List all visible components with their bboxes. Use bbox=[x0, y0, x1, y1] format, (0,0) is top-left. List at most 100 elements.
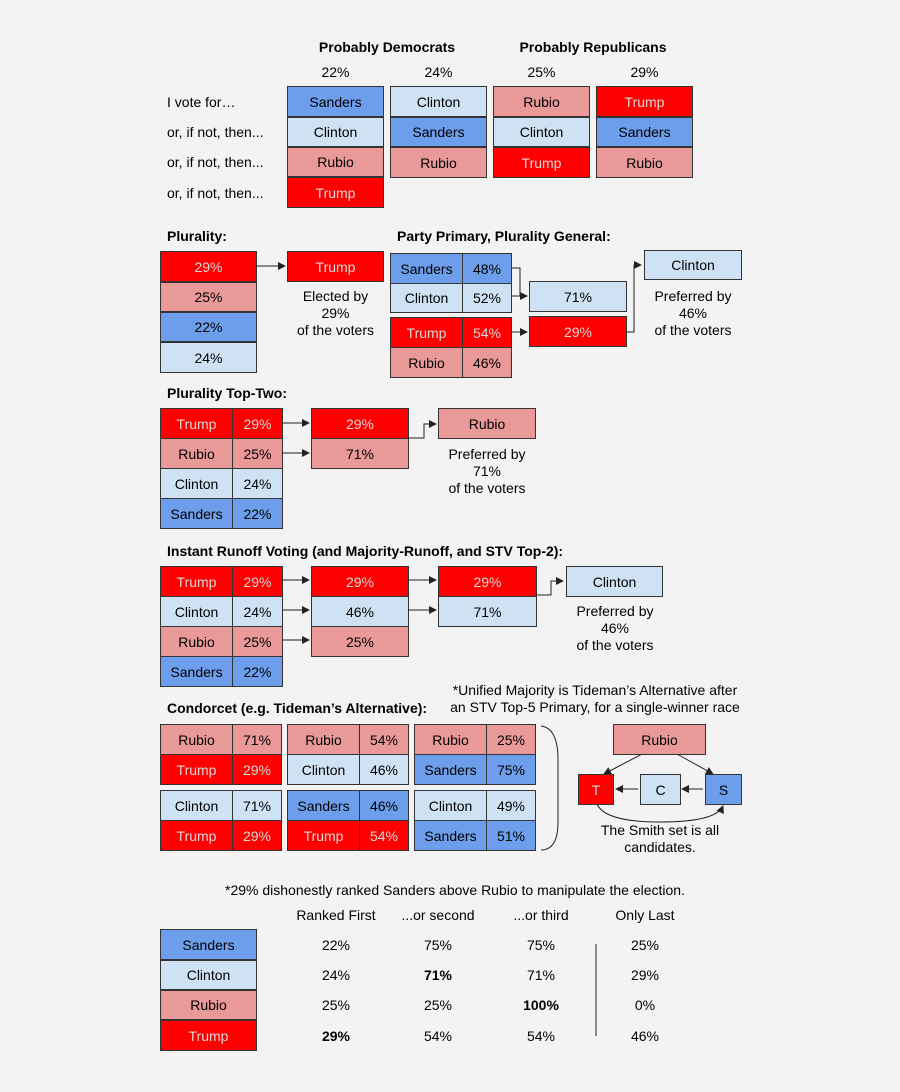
row-label-4: or, if not, then... bbox=[167, 185, 264, 201]
rank-cell: 25% bbox=[321, 997, 351, 1013]
pair-name: Trump bbox=[160, 754, 233, 785]
primary-note: Preferred by bbox=[654, 288, 732, 304]
irv-pct: 22% bbox=[232, 656, 283, 687]
plurality-cell: 29% bbox=[160, 251, 257, 282]
rank-header: ...or second bbox=[401, 907, 475, 923]
row-label-2: or, if not, then... bbox=[167, 124, 264, 140]
irv-round3: 71% bbox=[438, 596, 537, 627]
share-2: 24% bbox=[424, 64, 453, 80]
pref-cell: Trump bbox=[287, 177, 384, 208]
rank-cell: 75% bbox=[526, 937, 556, 953]
pair-name: Trump bbox=[287, 820, 360, 851]
plurality-note: Elected by bbox=[302, 288, 369, 304]
rank-row-name: Trump bbox=[160, 1020, 257, 1051]
general-cell: 71% bbox=[529, 281, 627, 312]
pair-name: Clinton bbox=[414, 790, 487, 821]
smith-node-rubio: Rubio bbox=[613, 724, 706, 755]
rank-row-name: Sanders bbox=[160, 929, 257, 960]
primary-pct: 46% bbox=[462, 347, 512, 378]
pair-name: Rubio bbox=[287, 724, 360, 755]
pair-pct: 51% bbox=[486, 820, 536, 851]
irv-note: of the voters bbox=[576, 637, 654, 653]
condorcet-title: Condorcet (e.g. Tideman’s Alternative): bbox=[167, 700, 428, 716]
irv-winner: Clinton bbox=[566, 566, 663, 597]
rank-cell: 46% bbox=[630, 1028, 660, 1044]
row-label-1: I vote for… bbox=[167, 94, 236, 110]
rank-cell: 100% bbox=[523, 997, 559, 1013]
plurality-title: Plurality: bbox=[167, 228, 227, 244]
irv-name: Rubio bbox=[160, 626, 233, 657]
plurality-cell: 25% bbox=[160, 282, 257, 312]
tt-note: of the voters bbox=[448, 480, 526, 496]
irv-note: Preferred by bbox=[576, 603, 654, 619]
rank-cell: 54% bbox=[423, 1028, 453, 1044]
smith-node-s: S bbox=[705, 774, 742, 805]
rank-header: Only Last bbox=[615, 907, 675, 923]
pref-cell: Trump bbox=[493, 147, 590, 178]
rank-row-name: Clinton bbox=[160, 960, 257, 990]
pref-cell: Rubio bbox=[596, 147, 693, 178]
pair-name: Trump bbox=[160, 820, 233, 851]
primary-note: 46% bbox=[678, 305, 708, 321]
primary-name: Sanders bbox=[390, 253, 463, 284]
pair-pct: 25% bbox=[486, 724, 536, 755]
pair-pct: 49% bbox=[486, 790, 536, 821]
unified-majority-note: an STV Top-5 Primary, for a single-winne… bbox=[450, 699, 740, 715]
pair-name: Clinton bbox=[287, 754, 360, 785]
irv-note: 46% bbox=[600, 620, 630, 636]
tt-name: Clinton bbox=[160, 468, 233, 499]
pref-cell: Sanders bbox=[596, 117, 693, 147]
smith-note: The Smith set is all bbox=[600, 822, 720, 838]
irv-name: Sanders bbox=[160, 656, 233, 687]
irv-pct: 25% bbox=[232, 626, 283, 657]
rank-cell: 22% bbox=[321, 937, 351, 953]
rank-cell: 25% bbox=[423, 997, 453, 1013]
rank-cell: 25% bbox=[630, 937, 660, 953]
pair-pct: 71% bbox=[232, 724, 282, 755]
pair-name: Rubio bbox=[160, 724, 233, 755]
pair-pct: 46% bbox=[359, 754, 409, 785]
tt-name: Rubio bbox=[160, 438, 233, 469]
pref-cell: Rubio bbox=[493, 86, 590, 117]
irv-round2: 46% bbox=[311, 596, 409, 627]
rank-header: ...or third bbox=[513, 907, 569, 923]
primary-pct: 54% bbox=[462, 317, 512, 348]
pair-name: Sanders bbox=[287, 790, 360, 821]
tt-name: Sanders bbox=[160, 498, 233, 529]
party-primary-title: Party Primary, Plurality General: bbox=[397, 228, 611, 244]
rank-row-name: Rubio bbox=[160, 990, 257, 1020]
share-1: 22% bbox=[321, 64, 350, 80]
pair-name: Clinton bbox=[160, 790, 233, 821]
pref-cell: Rubio bbox=[287, 147, 384, 177]
pair-pct: 71% bbox=[232, 790, 282, 821]
smith-node-c: C bbox=[640, 774, 681, 805]
irv-pct: 24% bbox=[232, 596, 283, 627]
primary-pct: 52% bbox=[462, 283, 512, 313]
pair-pct: 54% bbox=[359, 820, 409, 851]
irv-name: Clinton bbox=[160, 596, 233, 627]
manipulation-note: *29% dishonestly ranked Sanders above Ru… bbox=[225, 882, 685, 898]
primary-pct: 48% bbox=[462, 253, 512, 284]
plurality-note: 29% bbox=[321, 305, 350, 321]
dem-label: Probably Democrats bbox=[318, 39, 456, 55]
smith-node-t: T bbox=[578, 774, 614, 805]
share-4: 29% bbox=[630, 64, 659, 80]
tt-pct: 29% bbox=[232, 408, 283, 439]
plurality-cell: 22% bbox=[160, 312, 257, 342]
pair-name: Rubio bbox=[414, 724, 487, 755]
pair-name: Sanders bbox=[414, 754, 487, 785]
irv-round2: 29% bbox=[311, 566, 409, 597]
pair-name: Sanders bbox=[414, 820, 487, 851]
rep-label: Probably Republicans bbox=[519, 39, 667, 55]
rank-cell: 0% bbox=[634, 997, 656, 1013]
pref-cell: Sanders bbox=[287, 86, 384, 117]
rank-cell: 24% bbox=[321, 967, 351, 983]
general-cell: 29% bbox=[529, 316, 627, 347]
rank-cell: 71% bbox=[526, 967, 556, 983]
rank-cell: 75% bbox=[423, 937, 453, 953]
pair-pct: 29% bbox=[232, 820, 282, 851]
rank-header: Ranked First bbox=[296, 907, 376, 923]
pref-cell: Sanders bbox=[390, 117, 487, 147]
share-3: 25% bbox=[527, 64, 556, 80]
tt-winner: Rubio bbox=[438, 408, 536, 439]
